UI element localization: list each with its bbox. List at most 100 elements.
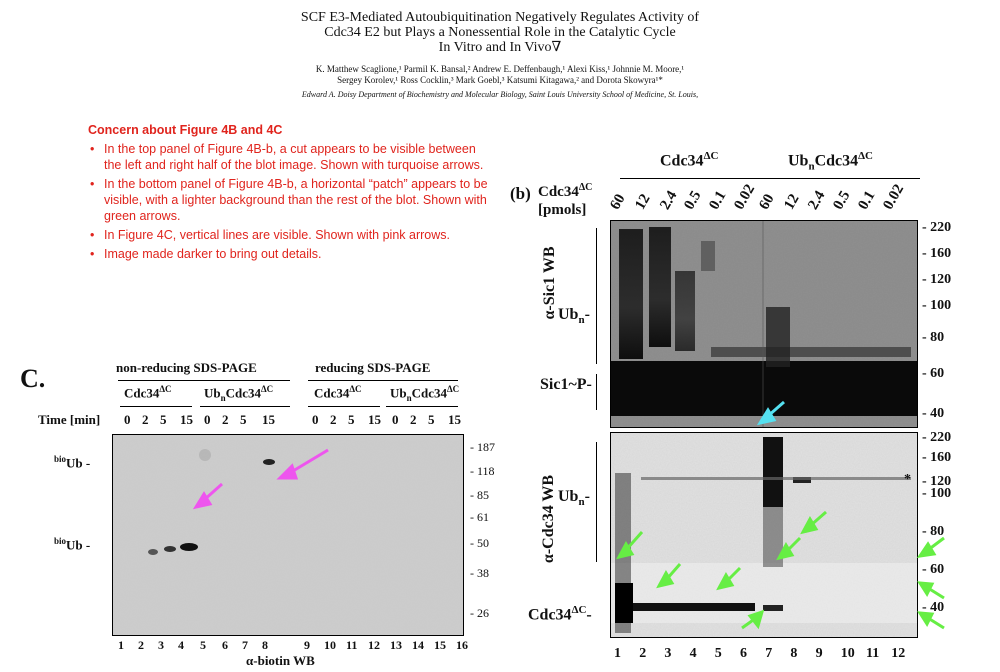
panel-b: (b) Cdc34ΔC UbnCdc34ΔC Cdc34ΔC [pmols] 6… [480, 140, 1000, 672]
b-bottom-blot [610, 432, 918, 638]
patch-lighter [611, 563, 917, 623]
biotin-ub-lower: bioUb - [54, 536, 91, 553]
lane-number: 1 [614, 646, 621, 661]
divider [200, 406, 290, 407]
paper-affiliation: Edward A. Doisy Department of Biochemist… [301, 90, 699, 99]
lane-number: 2 [138, 638, 144, 652]
authors-line: Sergey Korolev,¹ Ross Cocklin,³ Mark Goe… [337, 75, 663, 85]
divider [386, 406, 458, 407]
time-value: 2 [410, 412, 417, 427]
divider [620, 178, 780, 179]
divider [308, 380, 458, 381]
b-row-label-2: [pmols] [538, 202, 587, 218]
lane-number: 2 [639, 646, 647, 661]
paper-title-line: In Vitro and In Vivo∇ [438, 40, 562, 55]
lane-number: 8 [262, 638, 268, 652]
lane-number: 9 [304, 638, 310, 652]
speck [199, 449, 211, 461]
time-value: 5 [160, 412, 167, 427]
b-sic1p: Sic1~P- [540, 376, 592, 393]
lane-number: 10 [840, 646, 855, 661]
lane-number: 9 [815, 646, 823, 661]
mw-marker: - 118 [470, 464, 495, 478]
lane-number: 7 [765, 646, 773, 661]
lane-number: 4 [178, 638, 184, 652]
divider [596, 442, 597, 562]
time-label: Time [min] [38, 412, 101, 427]
band-lane7 [766, 307, 790, 367]
lane-number: 10 [324, 638, 336, 652]
lane-number: 11 [866, 646, 880, 661]
mw-marker: - 61 [470, 510, 489, 524]
time-value: 2 [142, 412, 149, 427]
mw-marker: - 100 [922, 298, 952, 313]
lane-number: 12 [368, 638, 380, 652]
mw-marker: - 160 [922, 246, 952, 261]
time-value: 2 [222, 412, 229, 427]
b-top-blot [610, 220, 918, 428]
lane-number: 6 [740, 646, 747, 661]
lane-number: 12 [891, 646, 906, 661]
authors-line: K. Matthew Scaglione,¹ Parmil K. Bansal,… [315, 64, 685, 74]
pink-arrows [192, 448, 329, 510]
biotin-ub-upper: bioUb - [54, 454, 91, 471]
smear-lane1 [619, 229, 643, 359]
panel-c-letter: C. [20, 364, 46, 393]
lane-number: 11 [346, 638, 358, 652]
mw-marker: - 220 [922, 220, 952, 235]
b-top-blot-image [611, 221, 917, 427]
lane-number: 4 [689, 646, 697, 661]
divider [596, 228, 597, 364]
divider [596, 374, 597, 410]
lane-number: 8 [790, 646, 798, 661]
lane-number: 3 [158, 638, 164, 652]
biotin-band-lane8 [263, 459, 275, 465]
mw-marker: - 220 [922, 430, 952, 445]
b-row-label-1: Cdc34ΔC [538, 182, 593, 200]
mw-marker: - 120 [922, 272, 952, 287]
mw-marker: - 60 [922, 562, 945, 577]
divider [120, 406, 192, 407]
time-value: 15 [180, 412, 193, 427]
lane-number: 1 [118, 638, 124, 652]
time-value: 0 [312, 412, 319, 427]
concern-block: Concern about Figure 4B and 4C In the to… [88, 122, 488, 265]
mw-marker: - 26 [470, 606, 489, 620]
nonreducing-label: non-reducing SDS-PAGE [116, 360, 257, 375]
green-arrows [616, 510, 945, 630]
sic1p-band [611, 361, 917, 416]
turquoise-arrow [756, 400, 785, 426]
panel-c: C. non-reducing SDS-PAGE reducing SDS-PA… [0, 350, 500, 672]
band-lane7-top [763, 437, 783, 507]
c-footer: α-biotin WB [246, 653, 315, 668]
lane-number: 6 [222, 638, 228, 652]
time-value: 0 [204, 412, 211, 427]
time-value: 0 [124, 412, 131, 427]
mw-marker: - 40 [922, 600, 945, 615]
biotin-band-lane4 [180, 543, 198, 551]
mw-marker: - 120 [922, 474, 952, 489]
cdc34dc-band [615, 603, 755, 611]
mw-marker: - 187 [470, 440, 495, 454]
paper-title: SCF E3-Mediated Autoubiquitination Negat… [0, 10, 1000, 55]
paper-title-line: SCF E3-Mediated Autoubiquitination Negat… [300, 10, 700, 25]
lane-number: 5 [200, 638, 206, 652]
c-ubn-header-1: UbnCdc34ΔC [204, 384, 274, 403]
divider [308, 406, 380, 407]
panel-b-letter: (b) [510, 184, 531, 203]
smear-lane4 [701, 241, 715, 271]
smear-lane3 [675, 271, 695, 351]
reducing-label: reducing SDS-PAGE [315, 360, 431, 375]
mw-marker: - 100 [922, 486, 952, 501]
b-bottom-blot-image [611, 433, 917, 637]
time-value: 5 [240, 412, 247, 427]
mw-marker: - 38 [470, 566, 489, 580]
band-row-120 [641, 477, 911, 480]
lane-number: 5 [714, 646, 722, 661]
b-asterisk: * [904, 472, 911, 487]
band-lane1-bottom [615, 583, 633, 623]
concern-bullet: In the bottom panel of Figure 4B-b, a ho… [88, 176, 488, 224]
band-row-80 [711, 347, 911, 357]
b-ubn-top: Ubn- [558, 306, 590, 327]
cdc34dc-band-lane7 [763, 605, 783, 611]
